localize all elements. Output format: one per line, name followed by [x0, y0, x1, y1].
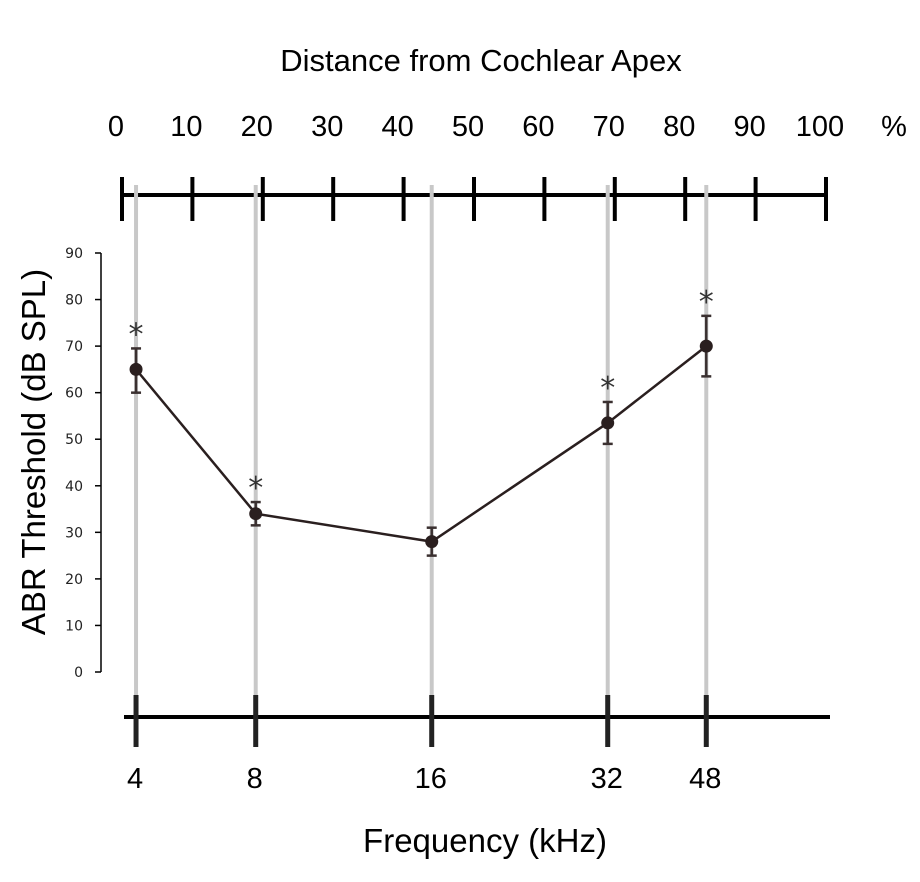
top-axis-tick-label: 20 — [241, 111, 273, 143]
bottom-axis-tick-label: 48 — [689, 763, 721, 795]
bottom-axis-tick-label: 8 — [247, 763, 263, 795]
top-axis-tick-labels: 0 10 20 30 40 50 60 70 80 90 100 — [108, 111, 844, 143]
top-axis-tick-label: 100 — [796, 111, 844, 143]
bottom-axis-tick-label: 32 — [591, 763, 623, 795]
y-axis-tick-label: 70 — [65, 339, 83, 355]
significance-marker: * — [600, 371, 615, 406]
y-axis-tick-label: 10 — [65, 618, 83, 634]
y-axis-tick-label: 60 — [65, 386, 83, 402]
top-axis-unit: % — [881, 111, 907, 143]
y-axis-tick-label: 30 — [65, 525, 83, 541]
top-axis-tick-label: 60 — [522, 111, 554, 143]
data-point — [249, 507, 263, 521]
y-axis-tick-label: 90 — [65, 246, 83, 262]
y-axis-tick-label: 40 — [65, 479, 83, 495]
top-axis-tick-label: 40 — [381, 111, 413, 143]
x-axis-label: Frequency (kHz) — [363, 822, 607, 859]
significance-marker: * — [129, 317, 144, 352]
top-axis-tick-label: 10 — [170, 111, 202, 143]
top-axis-tick-label: 30 — [311, 111, 343, 143]
data-point — [699, 339, 713, 353]
y-axis-label: ABR Threshold (dB SPL) — [15, 269, 52, 635]
top-axis-tick-label: 90 — [733, 111, 765, 143]
top-axis-tick-label: 70 — [593, 111, 625, 143]
bottom-axis-tick-label: 4 — [127, 763, 143, 795]
significance-marker: * — [699, 285, 714, 320]
data-series: * * * * — [129, 285, 714, 557]
y-axis-tick-label: 0 — [74, 665, 83, 681]
bottom-axis-tick-label: 16 — [415, 763, 447, 795]
top-axis-title: Distance from Cochlear Apex — [280, 43, 682, 78]
series-line — [135, 345, 708, 543]
y-axis: 0 10 20 30 40 50 60 70 80 90 — [65, 246, 102, 681]
data-point — [425, 535, 439, 549]
top-axis — [120, 177, 828, 221]
y-axis-tick-label: 80 — [65, 293, 83, 309]
data-point — [601, 416, 615, 430]
top-axis-tick-label: 0 — [108, 111, 124, 143]
vertical-guides — [134, 185, 709, 721]
y-axis-tick-label: 50 — [65, 432, 83, 448]
y-axis-tick-label: 20 — [65, 572, 83, 588]
bottom-axis: 4 8 16 32 48 — [124, 695, 830, 795]
top-axis-tick-label: 80 — [663, 111, 695, 143]
data-point — [129, 362, 143, 376]
top-axis-tick-label: 50 — [452, 111, 484, 143]
significance-marker: * — [248, 471, 263, 506]
